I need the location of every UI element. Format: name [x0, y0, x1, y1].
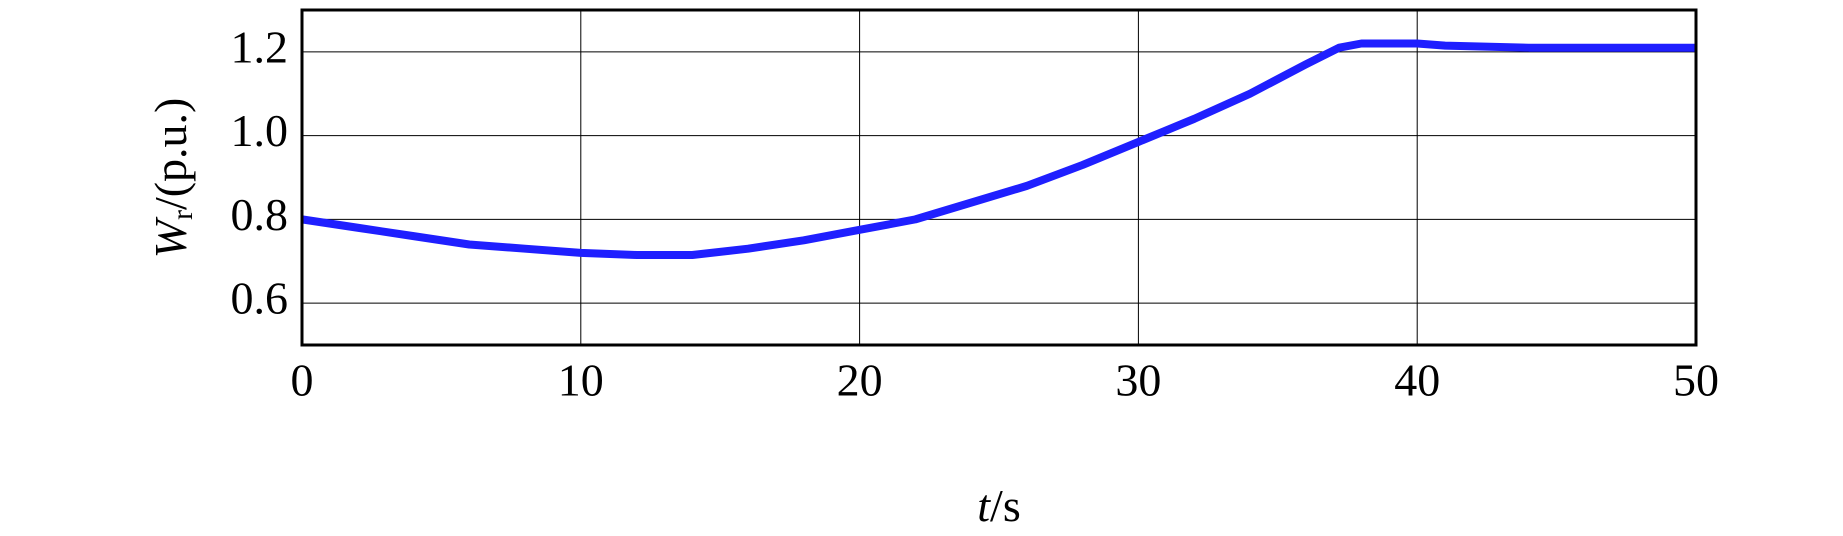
x-tick-label: 40 — [1394, 355, 1440, 406]
x-label-symbol: t — [977, 480, 991, 531]
y-tick-label: 0.6 — [231, 273, 289, 324]
x-axis-label: t/s — [977, 480, 1020, 531]
y-axis-label: Wr/(p.u.) — [145, 98, 199, 259]
x-label-unit: /s — [990, 480, 1021, 531]
plot-frame — [300, 8, 1698, 347]
y-tick-label: 0.8 — [231, 189, 289, 240]
data-line — [301, 39, 1696, 259]
x-tick-label: 10 — [558, 355, 604, 406]
y-tick-label: 1.0 — [231, 105, 289, 156]
x-tick-label: 20 — [837, 355, 883, 406]
y-label-subscript: r — [166, 210, 199, 220]
x-tick-label: 50 — [1673, 355, 1719, 406]
x-tick-label: 30 — [1115, 355, 1161, 406]
y-label-symbol: W — [145, 216, 196, 258]
x-tick-label: 0 — [291, 355, 314, 406]
y-tick-label: 1.2 — [231, 21, 289, 72]
y-label-unit: /(p.u.) — [145, 98, 196, 210]
